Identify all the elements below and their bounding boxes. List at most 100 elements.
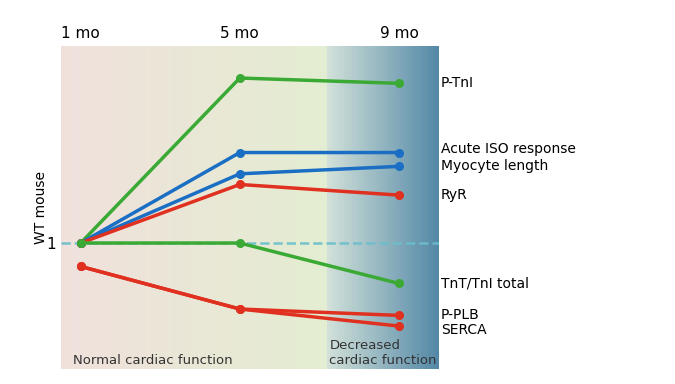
FancyBboxPatch shape: [344, 46, 346, 369]
FancyBboxPatch shape: [107, 46, 111, 369]
FancyBboxPatch shape: [81, 46, 85, 369]
FancyBboxPatch shape: [211, 46, 215, 369]
FancyBboxPatch shape: [415, 46, 417, 369]
FancyBboxPatch shape: [257, 46, 261, 369]
FancyBboxPatch shape: [78, 46, 82, 369]
FancyBboxPatch shape: [400, 46, 402, 369]
FancyBboxPatch shape: [134, 46, 138, 369]
FancyBboxPatch shape: [419, 46, 421, 369]
FancyBboxPatch shape: [121, 46, 125, 369]
FancyBboxPatch shape: [64, 46, 68, 369]
FancyBboxPatch shape: [250, 46, 255, 369]
FancyBboxPatch shape: [184, 46, 188, 369]
FancyBboxPatch shape: [267, 46, 271, 369]
FancyBboxPatch shape: [416, 46, 418, 369]
FancyBboxPatch shape: [340, 46, 342, 369]
Text: Myocyte length: Myocyte length: [441, 159, 548, 173]
FancyBboxPatch shape: [364, 46, 366, 369]
FancyBboxPatch shape: [174, 46, 178, 369]
FancyBboxPatch shape: [350, 46, 352, 369]
FancyBboxPatch shape: [404, 46, 406, 369]
FancyBboxPatch shape: [224, 46, 228, 369]
FancyBboxPatch shape: [394, 46, 396, 369]
FancyBboxPatch shape: [393, 46, 395, 369]
FancyBboxPatch shape: [390, 46, 392, 369]
FancyBboxPatch shape: [369, 46, 371, 369]
FancyBboxPatch shape: [90, 46, 95, 369]
FancyBboxPatch shape: [379, 46, 381, 369]
FancyBboxPatch shape: [114, 46, 118, 369]
FancyBboxPatch shape: [124, 46, 128, 369]
FancyBboxPatch shape: [392, 46, 394, 369]
FancyBboxPatch shape: [396, 46, 398, 369]
FancyBboxPatch shape: [128, 46, 132, 369]
FancyBboxPatch shape: [401, 46, 404, 369]
FancyBboxPatch shape: [291, 46, 295, 369]
FancyBboxPatch shape: [422, 46, 424, 369]
FancyBboxPatch shape: [131, 46, 135, 369]
Text: P-TnI: P-TnI: [441, 76, 474, 90]
FancyBboxPatch shape: [371, 46, 373, 369]
FancyBboxPatch shape: [356, 46, 359, 369]
FancyBboxPatch shape: [74, 46, 78, 369]
FancyBboxPatch shape: [101, 46, 105, 369]
FancyBboxPatch shape: [178, 46, 182, 369]
FancyBboxPatch shape: [294, 46, 298, 369]
FancyBboxPatch shape: [144, 46, 148, 369]
FancyBboxPatch shape: [408, 46, 410, 369]
FancyBboxPatch shape: [429, 46, 431, 369]
FancyBboxPatch shape: [94, 46, 98, 369]
FancyBboxPatch shape: [191, 46, 195, 369]
FancyBboxPatch shape: [284, 46, 288, 369]
FancyBboxPatch shape: [432, 46, 434, 369]
FancyBboxPatch shape: [104, 46, 108, 369]
FancyBboxPatch shape: [355, 46, 357, 369]
FancyBboxPatch shape: [334, 46, 337, 369]
FancyBboxPatch shape: [347, 46, 349, 369]
FancyBboxPatch shape: [405, 46, 408, 369]
FancyBboxPatch shape: [372, 46, 374, 369]
FancyBboxPatch shape: [380, 46, 383, 369]
FancyBboxPatch shape: [300, 46, 305, 369]
FancyBboxPatch shape: [407, 46, 409, 369]
FancyBboxPatch shape: [227, 46, 232, 369]
FancyBboxPatch shape: [351, 46, 353, 369]
FancyBboxPatch shape: [161, 46, 165, 369]
FancyBboxPatch shape: [354, 46, 356, 369]
FancyBboxPatch shape: [346, 46, 348, 369]
FancyBboxPatch shape: [335, 46, 338, 369]
FancyBboxPatch shape: [377, 46, 379, 369]
FancyBboxPatch shape: [221, 46, 225, 369]
FancyBboxPatch shape: [343, 46, 345, 369]
Text: Acute ISO response: Acute ISO response: [441, 142, 576, 156]
FancyBboxPatch shape: [194, 46, 198, 369]
FancyBboxPatch shape: [435, 46, 437, 369]
FancyBboxPatch shape: [337, 46, 340, 369]
FancyBboxPatch shape: [207, 46, 211, 369]
FancyBboxPatch shape: [331, 46, 333, 369]
FancyBboxPatch shape: [244, 46, 248, 369]
FancyBboxPatch shape: [431, 46, 433, 369]
FancyBboxPatch shape: [304, 46, 308, 369]
FancyBboxPatch shape: [238, 46, 242, 369]
FancyBboxPatch shape: [437, 46, 439, 369]
FancyBboxPatch shape: [368, 46, 370, 369]
FancyBboxPatch shape: [412, 46, 414, 369]
FancyBboxPatch shape: [288, 46, 292, 369]
FancyBboxPatch shape: [410, 46, 412, 369]
FancyBboxPatch shape: [68, 46, 72, 369]
FancyBboxPatch shape: [117, 46, 121, 369]
FancyBboxPatch shape: [197, 46, 202, 369]
FancyBboxPatch shape: [310, 46, 315, 369]
FancyBboxPatch shape: [402, 46, 405, 369]
FancyBboxPatch shape: [231, 46, 235, 369]
FancyBboxPatch shape: [398, 46, 400, 369]
FancyBboxPatch shape: [348, 46, 350, 369]
FancyBboxPatch shape: [423, 46, 426, 369]
FancyBboxPatch shape: [414, 46, 416, 369]
FancyBboxPatch shape: [427, 46, 430, 369]
FancyBboxPatch shape: [261, 46, 265, 369]
Text: SERCA: SERCA: [441, 323, 487, 337]
FancyBboxPatch shape: [157, 46, 161, 369]
FancyBboxPatch shape: [321, 46, 325, 369]
